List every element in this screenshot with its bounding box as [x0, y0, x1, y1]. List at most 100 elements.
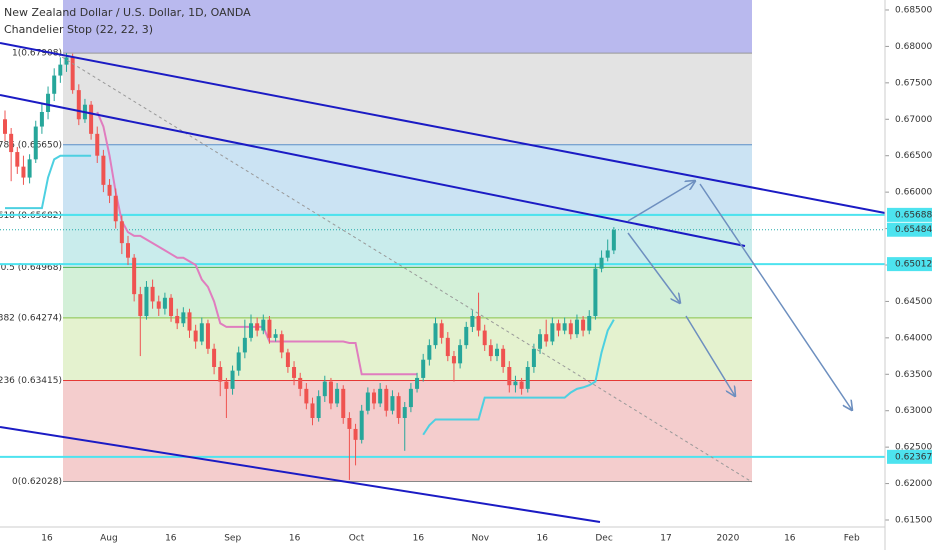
candle-body [267, 319, 272, 338]
candle-body [544, 334, 549, 342]
fib-zone [63, 144, 752, 216]
arrow [627, 232, 680, 303]
x-tick-label: Sep [224, 534, 241, 544]
candle-body [261, 319, 266, 331]
candle-body [64, 57, 69, 65]
candle-body [593, 268, 598, 316]
candle-body [273, 334, 278, 338]
candle-body [439, 323, 444, 338]
candle-body [611, 230, 616, 251]
x-tick-label: Feb [844, 534, 860, 544]
candle-body [150, 286, 155, 302]
candle-body [162, 297, 167, 309]
candle-body [353, 428, 358, 440]
candle-body [212, 348, 217, 367]
candle-body [119, 221, 124, 244]
x-tick-label: Oct [349, 534, 365, 544]
candle-body [181, 312, 186, 324]
price-label-bg [887, 222, 932, 237]
candle-body [525, 366, 530, 389]
candle-body [89, 104, 94, 134]
y-tick-label: 0.62000 [895, 479, 932, 489]
y-tick-label: 0.67500 [895, 78, 932, 88]
candle-body [335, 388, 340, 404]
x-tick-label: 16 [784, 534, 796, 544]
candle-body [322, 381, 327, 397]
stop-line [5, 154, 92, 210]
fib-zone [63, 215, 752, 268]
candle-body [390, 396, 395, 411]
price-label-bg [887, 257, 932, 272]
candle-body [58, 64, 63, 76]
candle-body [113, 195, 118, 222]
candle-body [402, 407, 407, 419]
candle-body [95, 133, 100, 156]
candle-body [46, 93, 51, 112]
candle-body [378, 388, 383, 404]
candle-body [236, 352, 241, 371]
candle-body [445, 337, 450, 357]
fib-label: 0.382 (0.64274) [0, 313, 62, 323]
candle-body [21, 166, 26, 178]
candle-body [107, 184, 112, 196]
candle-body [562, 323, 567, 331]
candle-body [3, 119, 7, 134]
candle-body [550, 323, 555, 342]
x-tick-label: 2020 [716, 534, 739, 544]
candle-body [328, 381, 333, 404]
candle-body [132, 257, 137, 295]
candle-body [599, 257, 604, 269]
candle-body [464, 326, 469, 346]
trend-line [0, 426, 601, 523]
fib-label: 0.786 (0.66650) [0, 140, 62, 150]
stop-line [422, 319, 615, 436]
fib-zone [63, 0, 752, 54]
candle-body [175, 315, 180, 324]
fib-zone [63, 380, 752, 482]
candle-body [138, 294, 143, 316]
x-tick-label: 16 [289, 534, 301, 544]
price-label: 0.65012 [895, 260, 932, 270]
x-tick-label: Aug [100, 534, 118, 544]
candle-body [507, 366, 512, 386]
candle-body [70, 57, 75, 91]
x-tick-label: 16 [536, 534, 548, 544]
candle-body [488, 345, 493, 357]
candle-body [476, 315, 481, 331]
candle-body [451, 356, 456, 364]
y-tick-label: 0.62500 [895, 443, 932, 453]
candle-body [292, 366, 297, 378]
candle-body [39, 111, 44, 127]
candle-body [15, 152, 20, 167]
trend-line [0, 94, 746, 247]
candle-body [255, 323, 260, 331]
y-tick-label: 0.63000 [895, 406, 932, 416]
candle-body [285, 352, 290, 367]
candle-body [298, 377, 303, 389]
candle-body [218, 366, 223, 382]
candle-body [501, 348, 506, 367]
candle-body [224, 381, 229, 389]
y-tick-label: 0.68500 [895, 5, 932, 15]
trend-line [0, 42, 886, 214]
candle-body [408, 388, 413, 408]
candle-body [568, 323, 573, 335]
candle-body [27, 159, 32, 178]
candle-body [495, 348, 499, 357]
candle-body [279, 334, 284, 353]
candle-body [433, 323, 438, 346]
candle-body [52, 75, 57, 94]
arrow [699, 183, 852, 410]
candle-body [316, 396, 321, 419]
candle-body [187, 312, 192, 331]
price-label: 0.65484 [895, 225, 932, 235]
candle-body [421, 359, 426, 378]
candle-body [574, 319, 579, 335]
arrow [685, 315, 735, 396]
y-tick-label: 0.66000 [895, 188, 932, 198]
fib-label: 0.5 (0.64968) [1, 263, 62, 273]
x-tick-label: Nov [472, 534, 490, 544]
candle-body [156, 301, 161, 309]
fib-label: 1(0.67908) [12, 49, 62, 59]
